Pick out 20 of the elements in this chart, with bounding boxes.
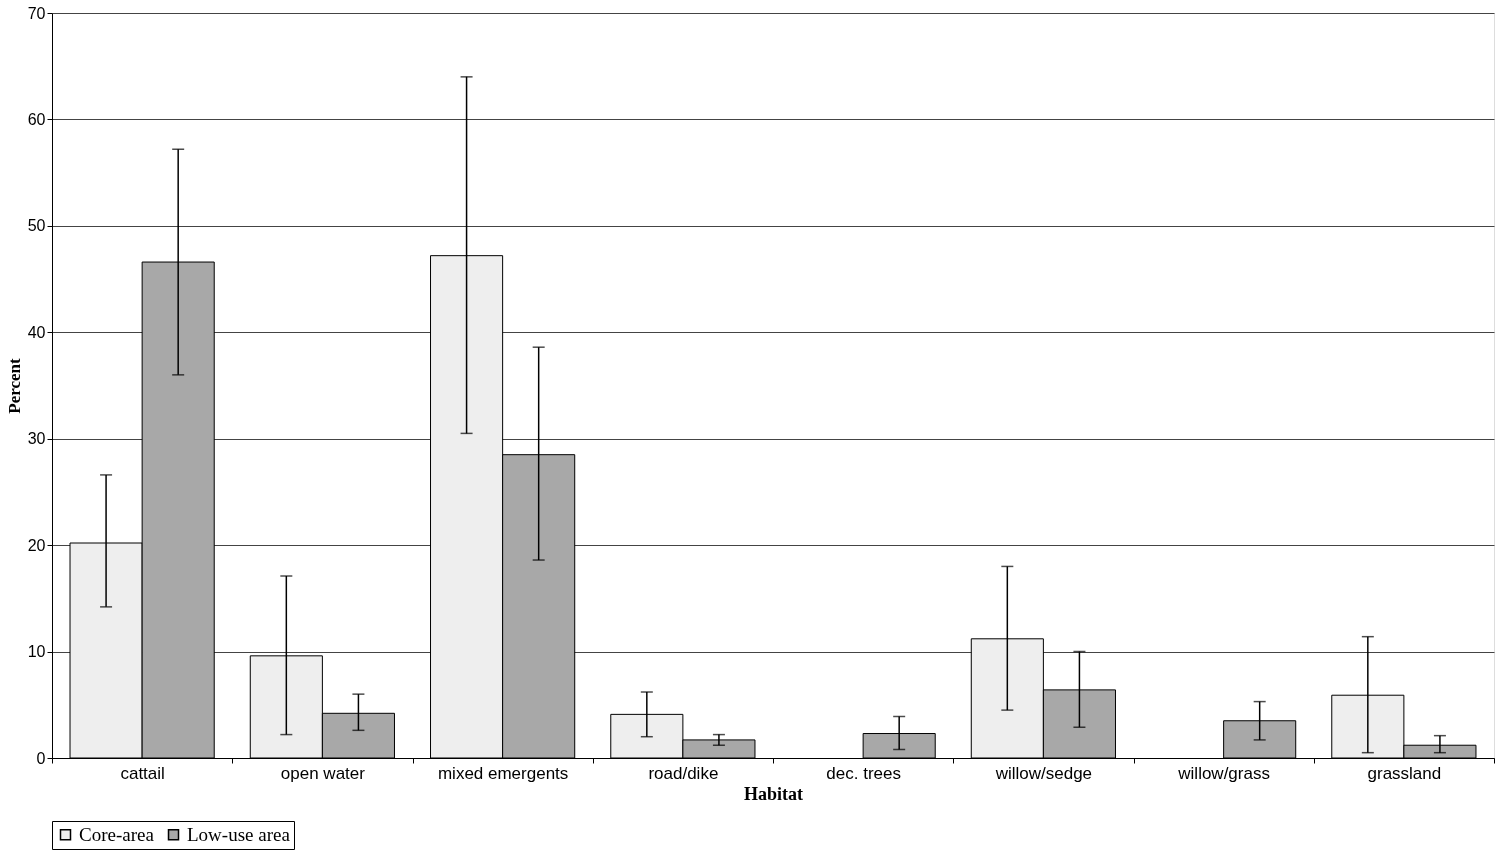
x-tick-label: cattail — [120, 763, 165, 783]
y-tick-label: 60 — [27, 110, 46, 128]
legend-label: Low-use area — [187, 823, 291, 845]
y-tick-label: 0 — [36, 749, 46, 767]
x-tick-label: mixed emergents — [437, 763, 569, 783]
x-tick-label: open water — [280, 763, 366, 783]
y-tick-label: 30 — [27, 430, 46, 448]
x-tick-label: willow/grass — [1177, 763, 1270, 783]
x-tick-label: willow/sedge — [994, 763, 1093, 783]
y-tick-label: 50 — [27, 217, 46, 235]
x-axis-title: Habitat — [743, 783, 804, 804]
y-tick-label: 40 — [27, 323, 46, 341]
x-tick-label: grassland — [1367, 763, 1442, 783]
y-tick-label: 20 — [27, 536, 46, 554]
legend-label: Core-area — [79, 823, 155, 845]
x-tick-label: road/dike — [648, 763, 719, 783]
x-tick-label: dec. trees — [826, 763, 901, 783]
y-tick-label: 10 — [27, 643, 46, 661]
y-tick-label: 70 — [27, 4, 46, 22]
y-axis-title: Percent — [4, 357, 24, 414]
